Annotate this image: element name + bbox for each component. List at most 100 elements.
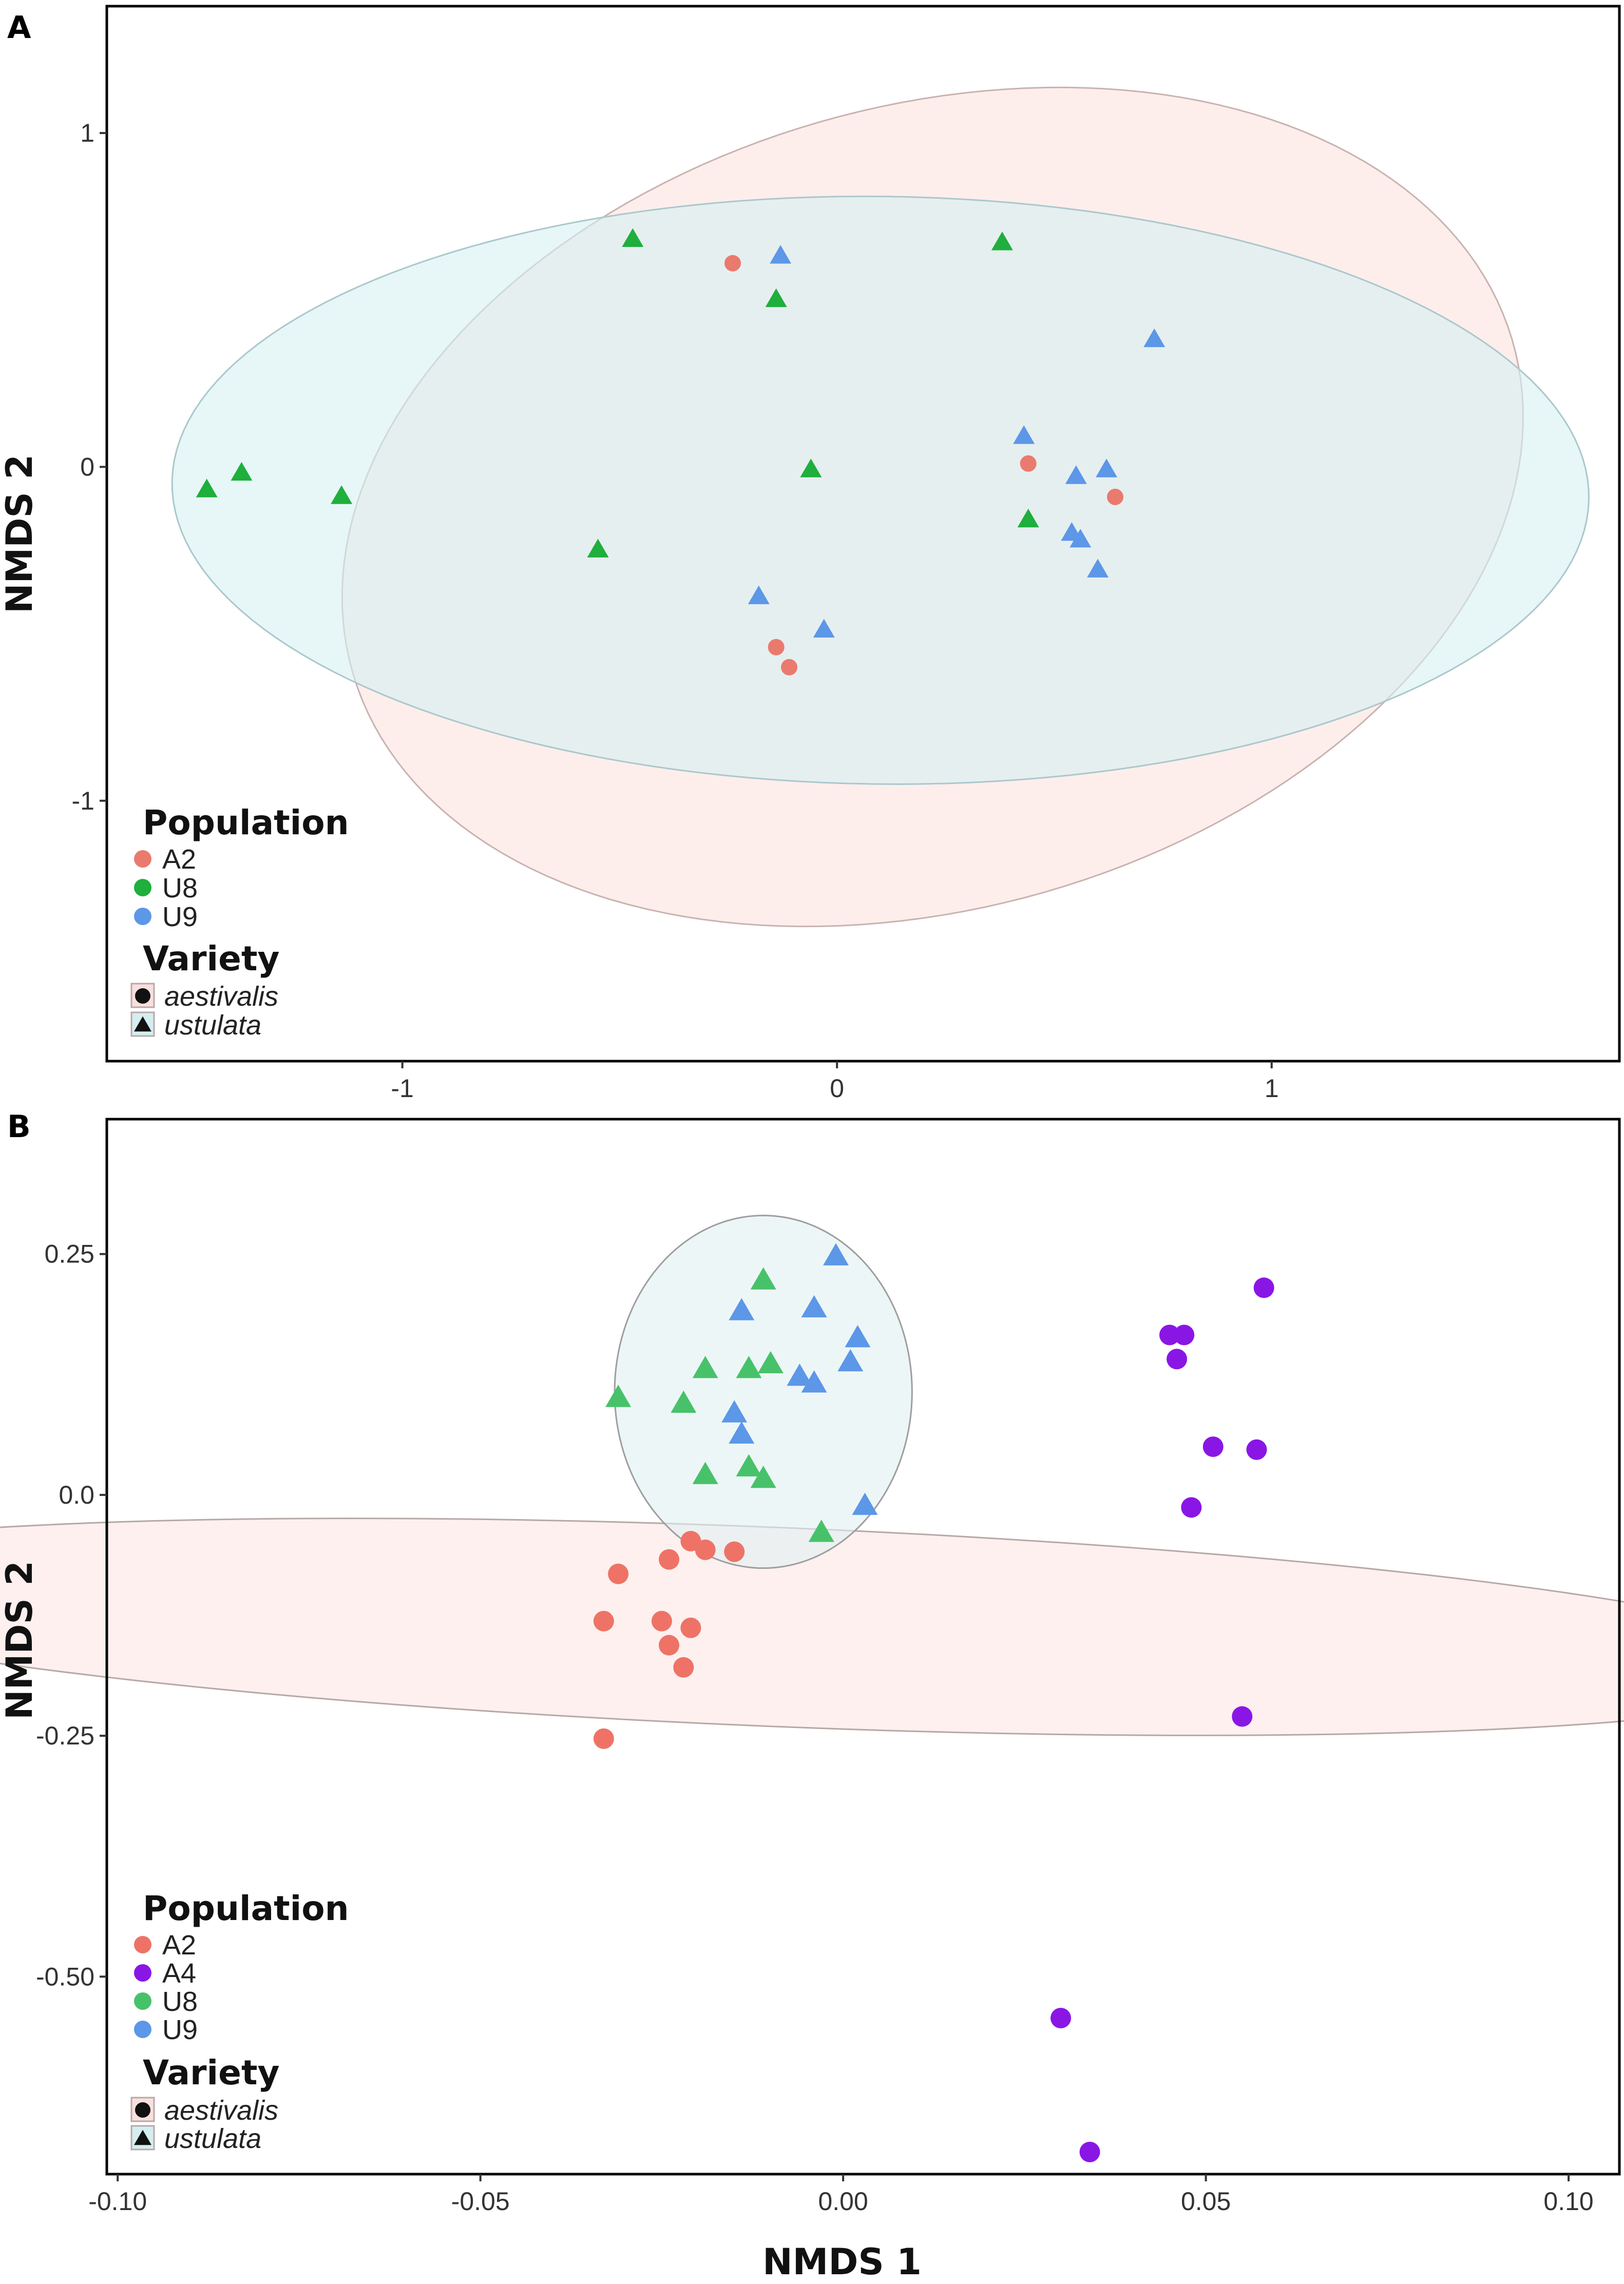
- legend-swatch-a4: [134, 1964, 151, 1982]
- x-tick-label: 0.00: [818, 2187, 868, 2216]
- circle-icon: [135, 2102, 150, 2118]
- panel-a-ellipses: [171, 86, 1590, 928]
- legend-label-u9: U9: [162, 901, 198, 932]
- point-a2: [659, 1549, 680, 1570]
- point-u9: [748, 585, 770, 604]
- point-u9: [801, 1370, 827, 1393]
- panel-a-x-ticks: -1 0 1: [391, 1061, 1279, 1103]
- point-a2: [673, 1657, 694, 1678]
- x-tick-label: 0: [830, 1074, 844, 1103]
- y-tick-label: 0.25: [45, 1240, 94, 1269]
- point-a4: [1246, 1439, 1267, 1460]
- x-tick-label: -0.10: [88, 2187, 147, 2216]
- point-a2: [651, 1610, 672, 1632]
- point-a2: [1020, 455, 1037, 472]
- point-u9: [729, 1421, 755, 1444]
- point-a4: [1079, 2141, 1100, 2162]
- point-u9: [837, 1349, 864, 1372]
- point-u8: [750, 1466, 776, 1488]
- panel-b-frame: [105, 1118, 1621, 2176]
- legend-label-aestivalis: aestivalis: [164, 2095, 278, 2126]
- point-u9: [729, 1298, 755, 1320]
- panel-b-label: B: [7, 1109, 31, 1145]
- point-a2: [768, 639, 785, 656]
- legend-label-a2: A2: [162, 844, 196, 875]
- point-u9: [852, 1492, 878, 1515]
- point-a4: [1159, 1325, 1180, 1346]
- legend-label-u8: U8: [162, 873, 198, 904]
- point-u8: [671, 1390, 697, 1413]
- x-tick-label: -0.05: [451, 2187, 510, 2216]
- panel-a-y-axis-title: NMDS 2: [0, 454, 41, 613]
- point-a4: [1253, 1277, 1274, 1298]
- point-u8: [991, 232, 1013, 251]
- point-u8: [605, 1385, 632, 1407]
- point-a2: [724, 255, 741, 272]
- circle-icon: [135, 988, 150, 1004]
- point-u8: [808, 1520, 834, 1542]
- legend-swatch-u9: [134, 908, 151, 925]
- point-a4: [1050, 2007, 1072, 2028]
- point-u8: [736, 1454, 762, 1476]
- point-u9: [1087, 559, 1109, 578]
- point-u8: [331, 485, 353, 504]
- legend-swatch-a2: [134, 850, 151, 868]
- panel-b: B -0.10 -0.05 0.00 0.05 0.10 0.25 0.0 -0.25 -0.…: [0, 1109, 1624, 2283]
- point-a4: [1167, 1349, 1188, 1370]
- point-u9: [1065, 465, 1087, 484]
- point-u9: [1096, 458, 1118, 477]
- point-a2: [608, 1563, 629, 1584]
- panel-b-y-ticks: 0.25 0.0 -0.25 -0.50: [36, 1240, 107, 1991]
- point-u8: [1017, 508, 1039, 528]
- panel-b-points: [593, 1243, 1274, 2162]
- panel-b-x-ticks: -0.10 -0.05 0.00 0.05 0.10: [88, 2174, 1594, 2216]
- legend-label-aestivalis: aestivalis: [164, 981, 278, 1012]
- y-tick-label: -0.25: [36, 1721, 94, 1750]
- point-u9: [787, 1364, 813, 1386]
- legend-label-u9: U9: [162, 2014, 198, 2045]
- legend-label-u8: U8: [162, 1986, 198, 2017]
- point-a4: [1232, 1706, 1253, 1727]
- point-u9: [845, 1325, 871, 1348]
- panel-a-points: [196, 228, 1166, 676]
- panel-b-ellipses: [0, 1215, 1624, 1736]
- legend-label-ustulata: ustulata: [164, 2123, 261, 2154]
- legend-population-title: Population: [143, 1889, 349, 1928]
- point-u9: [801, 1295, 827, 1318]
- point-u8: [800, 458, 822, 477]
- panel-a-frame: [105, 5, 1621, 1063]
- legend-variety-title: Variety: [143, 2053, 280, 2093]
- point-a2: [659, 1635, 680, 1656]
- legend-label-ustulata: ustulata: [164, 1010, 261, 1041]
- point-u9: [1069, 528, 1092, 548]
- point-u8: [750, 1267, 776, 1290]
- panel-b-y-axis-title: NMDS 2: [0, 1561, 41, 1720]
- legend-swatch-u8: [134, 879, 151, 896]
- point-u8: [231, 462, 253, 481]
- point-a2: [593, 1728, 614, 1749]
- point-u8: [765, 288, 787, 308]
- ellipse-aestivalis: [0, 1518, 1624, 1736]
- point-a4: [1181, 1497, 1202, 1518]
- panel-a-y-ticks: -1 0 1: [72, 119, 107, 815]
- y-tick-label: -0.50: [36, 1962, 94, 1991]
- point-u8: [692, 1462, 718, 1484]
- point-a2: [781, 659, 798, 676]
- ellipse-ustulata: [171, 195, 1590, 785]
- legend-variety-title: Variety: [143, 939, 280, 978]
- x-tick-label: 1: [1265, 1074, 1279, 1103]
- point-u8: [757, 1351, 784, 1374]
- point-u9: [721, 1400, 748, 1423]
- point-a2: [680, 1617, 701, 1638]
- legend-swatch-u9: [134, 2021, 151, 2038]
- point-a4: [1202, 1436, 1224, 1457]
- y-tick-label: 0.0: [59, 1481, 94, 1509]
- point-u8: [587, 539, 609, 558]
- panel-a-label: A: [7, 10, 31, 46]
- legend-label-a2: A2: [162, 1930, 196, 1961]
- legend-swatch-u8: [134, 1992, 151, 2010]
